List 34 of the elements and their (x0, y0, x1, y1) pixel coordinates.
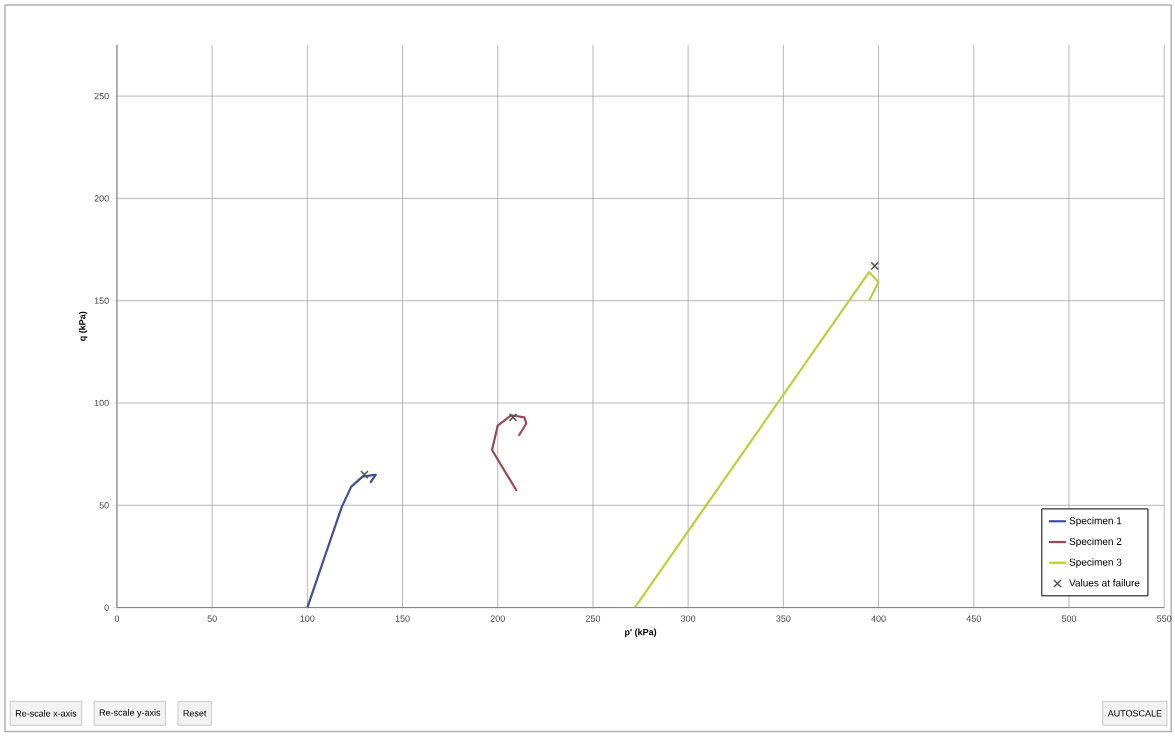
point (508, 413, 518, 422)
legend-label: Specimen 3 (1069, 558, 1122, 568)
text: Re-scale x-axis (15, 710, 77, 717)
legend-label: Values at failure (1069, 579, 1140, 587)
legend-label: Specimen 1 (1069, 517, 1122, 527)
x-tick-label: 550 (1157, 615, 1172, 623)
text: Reset (183, 710, 207, 717)
line-series (490, 414, 528, 493)
x-axis-title: p' (kPa) (625, 628, 657, 638)
y-tick-label: 50 (99, 502, 109, 509)
x-tick-label: 100 (300, 615, 315, 623)
x-tick-label: 300 (680, 615, 696, 623)
point (870, 261, 880, 271)
x-tick-label: 350 (776, 615, 791, 623)
x-tick-label: 50 (207, 615, 217, 623)
x-tick-label: 150 (395, 615, 410, 623)
line-series (306, 473, 377, 608)
text: AUTOSCALE (1107, 710, 1162, 717)
y-tick-label: 150 (94, 297, 109, 305)
y-tick-label: 250 (94, 93, 109, 100)
x-tick-label: 250 (585, 615, 601, 623)
legend-label: Specimen 2 (1069, 537, 1122, 548)
text: Re-scale y-axis (99, 709, 161, 718)
y-tick-label: 0 (104, 604, 109, 612)
point (360, 470, 369, 480)
x-tick-label: 400 (871, 615, 886, 623)
y-tick-label: 200 (94, 195, 109, 202)
y-axis-title: q (kPa) (78, 311, 88, 342)
x-tick-label: 0 (114, 615, 120, 623)
x-tick-label: 500 (1061, 615, 1077, 623)
y-tick-label: 100 (94, 400, 109, 407)
x-tick-label: 200 (490, 615, 505, 623)
x-tick-label: 450 (966, 615, 981, 623)
line-series (633, 271, 880, 608)
